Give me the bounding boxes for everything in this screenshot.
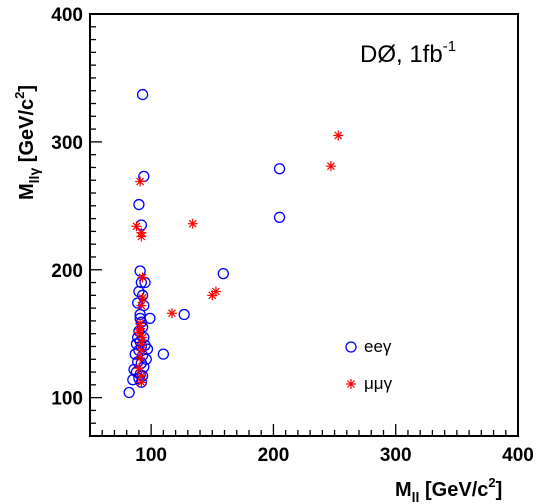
y-axis-ticks — [90, 13, 102, 424]
data-point-mumug — [333, 130, 344, 141]
legend: eeγ μμγ — [345, 337, 393, 393]
star-stroke — [137, 340, 146, 348]
data-point-mumug — [133, 327, 144, 338]
star-stroke — [188, 219, 197, 228]
star-stroke — [134, 328, 143, 337]
x-axis-label: Mll [GeV/c2] — [395, 475, 502, 504]
data-point-eeg — [123, 386, 135, 399]
star-stroke — [212, 287, 220, 296]
data-point-eeg — [178, 308, 190, 321]
star-stroke — [334, 131, 343, 140]
data-point-mumug — [136, 345, 147, 356]
data-point-mumug — [136, 231, 147, 242]
data-marks — [123, 88, 344, 399]
star-stroke — [138, 273, 147, 282]
x-tick-label: 200 — [258, 445, 290, 466]
y-tick-label: 400 — [51, 5, 83, 26]
legend-marker-ee — [345, 341, 357, 353]
data-point-eeg — [217, 267, 229, 280]
data-point-eeg — [133, 198, 145, 211]
x-tick-label: 400 — [502, 445, 534, 466]
data-point-mumug — [136, 300, 147, 311]
legend-star-glyph — [346, 379, 356, 389]
y-tick-label: 300 — [51, 133, 83, 154]
data-point-eeg — [157, 348, 170, 360]
star-stroke — [326, 162, 335, 171]
x-axis-ticks — [101, 424, 519, 436]
data-point-mumug — [135, 352, 146, 363]
x-tick-label: 300 — [380, 445, 412, 466]
legend-marker-mumu — [346, 379, 356, 389]
star-stroke — [134, 364, 143, 373]
star-stroke — [168, 309, 176, 318]
star-stroke — [136, 354, 145, 362]
legend-label-ee: eeγ — [364, 337, 392, 356]
star-stroke — [137, 371, 146, 380]
data-point-mumug — [137, 292, 148, 303]
star-stroke — [138, 293, 147, 302]
data-point-mumug — [133, 363, 144, 374]
star-stroke — [132, 222, 141, 231]
y-tick-label: 100 — [51, 389, 83, 410]
data-point-mumug — [136, 377, 147, 388]
star-stroke — [137, 232, 146, 241]
data-point-eeg — [273, 211, 286, 223]
data-point-eeg — [136, 88, 149, 101]
y-tick-label: 200 — [51, 261, 83, 282]
data-point-mumug — [137, 272, 148, 283]
data-point-mumug — [135, 176, 146, 187]
data-point-mumug — [166, 308, 177, 319]
data-point-mumug — [325, 161, 336, 172]
plot-frame — [89, 13, 519, 437]
star-stroke — [137, 378, 146, 387]
y-axis-tick-labels: 100 200 300 400 — [51, 5, 83, 410]
data-point-eeg — [134, 265, 146, 277]
data-point-mumug — [210, 286, 221, 297]
legend-label-mumu: μμγ — [364, 374, 393, 393]
data-point-eeg — [133, 285, 145, 298]
y-axis-label: Mllγ [GeV/c2] — [12, 85, 42, 200]
star-stroke — [138, 333, 147, 342]
data-point-mumug — [137, 332, 148, 343]
star-stroke — [347, 380, 355, 388]
data-point-mumug — [187, 218, 198, 229]
data-point-eeg — [273, 163, 286, 175]
data-point-mumug — [131, 221, 142, 232]
x-tick-label: 100 — [135, 445, 167, 466]
star-stroke — [137, 346, 146, 355]
experiment-annotation: DØ, 1fb-1 — [360, 38, 456, 68]
star-stroke — [137, 301, 146, 310]
star-stroke — [136, 177, 145, 186]
x-axis-tick-labels: 100 200 300 400 — [135, 445, 534, 466]
